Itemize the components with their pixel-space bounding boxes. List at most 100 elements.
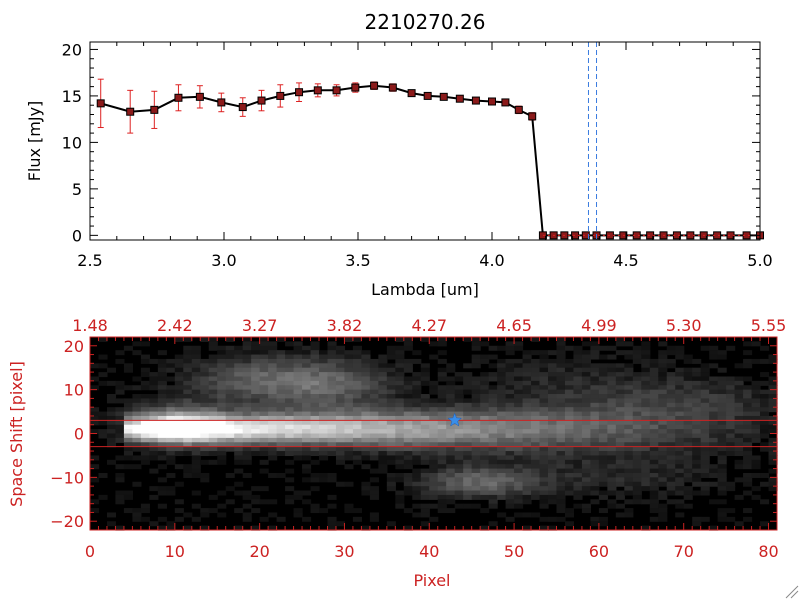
image-pixel bbox=[242, 494, 252, 500]
image-pixel bbox=[598, 398, 608, 404]
image-pixel bbox=[734, 411, 744, 417]
image-pixel bbox=[369, 363, 379, 369]
image-pixel bbox=[709, 429, 719, 435]
image-pixel bbox=[505, 411, 515, 417]
image-pixel bbox=[293, 358, 303, 364]
image-pixel bbox=[692, 481, 702, 487]
image-pixel bbox=[751, 455, 761, 461]
image-pixel bbox=[632, 490, 642, 496]
image-pixel bbox=[573, 481, 583, 487]
image-pixel bbox=[217, 490, 227, 496]
image-pixel bbox=[751, 385, 761, 391]
image-pixel bbox=[505, 380, 515, 386]
image-pixel bbox=[403, 341, 413, 347]
image-pixel bbox=[717, 472, 727, 478]
image-pixel bbox=[607, 481, 617, 487]
image-pixel bbox=[352, 372, 363, 378]
image-pixel bbox=[123, 411, 134, 417]
image-pixel bbox=[98, 429, 108, 435]
image-pixel bbox=[140, 398, 150, 404]
image-pixel bbox=[437, 415, 447, 421]
image-pixel bbox=[429, 424, 439, 430]
image-pixel bbox=[140, 380, 150, 386]
image-pixel bbox=[200, 389, 210, 395]
image-pixel bbox=[344, 385, 354, 391]
image-pixel bbox=[208, 372, 218, 378]
image-pixel bbox=[522, 455, 532, 461]
image-pixel bbox=[709, 472, 719, 478]
image-pixel bbox=[598, 464, 608, 470]
image-pixel bbox=[734, 459, 744, 465]
image-pixel bbox=[420, 455, 430, 461]
image-pixel bbox=[183, 468, 193, 474]
image-pixel bbox=[454, 420, 464, 426]
image-pixel bbox=[573, 442, 583, 448]
image-pixel bbox=[683, 415, 693, 421]
image-pixel bbox=[514, 512, 524, 518]
image-pixel bbox=[115, 420, 125, 426]
image-pixel bbox=[90, 385, 100, 391]
image-pixel bbox=[386, 455, 396, 461]
wavelength-tick-label: 3.82 bbox=[327, 316, 363, 335]
image-pixel bbox=[302, 363, 312, 369]
image-pixel bbox=[106, 429, 117, 435]
data-point-marker bbox=[686, 231, 695, 240]
image-pixel bbox=[293, 424, 303, 430]
image-pixel bbox=[700, 472, 710, 478]
wavelength-tick-label: 4.99 bbox=[581, 316, 617, 335]
image-pixel bbox=[531, 394, 541, 400]
image-pixel bbox=[386, 372, 396, 378]
image-pixel bbox=[208, 442, 218, 448]
image-pixel bbox=[420, 468, 430, 474]
image-pixel bbox=[234, 415, 244, 421]
image-pixel bbox=[548, 402, 558, 408]
image-pixel bbox=[666, 411, 676, 417]
image-pixel bbox=[412, 398, 422, 404]
pixel-tick-label: 20 bbox=[249, 542, 269, 561]
image-pixel bbox=[174, 433, 184, 439]
image-pixel bbox=[429, 481, 439, 487]
image-pixel bbox=[497, 494, 507, 500]
image-pixel bbox=[123, 433, 134, 439]
image-pixel bbox=[556, 429, 566, 435]
image-pixel bbox=[140, 341, 150, 347]
image-pixel bbox=[734, 433, 744, 439]
image-pixel bbox=[768, 442, 778, 448]
image-pixel bbox=[352, 411, 363, 417]
image-pixel bbox=[327, 494, 337, 500]
image-pixel bbox=[760, 394, 770, 400]
image-pixel bbox=[369, 415, 379, 421]
image-pixel bbox=[581, 472, 592, 478]
image-pixel bbox=[480, 411, 490, 417]
image-pixel bbox=[683, 402, 693, 408]
image-pixel bbox=[531, 398, 541, 404]
image-pixel bbox=[607, 402, 617, 408]
image-pixel bbox=[641, 446, 651, 452]
image-pixel bbox=[183, 394, 193, 400]
image-pixel bbox=[293, 455, 303, 461]
image-pixel bbox=[743, 407, 753, 413]
image-pixel bbox=[123, 455, 134, 461]
image-pixel bbox=[514, 407, 524, 413]
image-pixel bbox=[251, 354, 261, 360]
image-pixel bbox=[700, 451, 710, 457]
image-pixel bbox=[132, 446, 142, 452]
image-pixel bbox=[497, 481, 507, 487]
image-pixel bbox=[344, 442, 354, 448]
image-pixel bbox=[522, 486, 532, 492]
image-pixel bbox=[632, 411, 642, 417]
image-pixel bbox=[251, 376, 261, 382]
image-pixel bbox=[675, 415, 685, 421]
image-pixel bbox=[200, 437, 210, 443]
image-pixel bbox=[454, 446, 464, 452]
image-pixel bbox=[607, 407, 617, 413]
image-pixel bbox=[615, 468, 625, 474]
image-pixel bbox=[734, 389, 744, 395]
image-pixel bbox=[683, 385, 693, 391]
image-pixel bbox=[624, 512, 634, 518]
image-pixel bbox=[548, 481, 558, 487]
image-pixel bbox=[539, 367, 549, 373]
